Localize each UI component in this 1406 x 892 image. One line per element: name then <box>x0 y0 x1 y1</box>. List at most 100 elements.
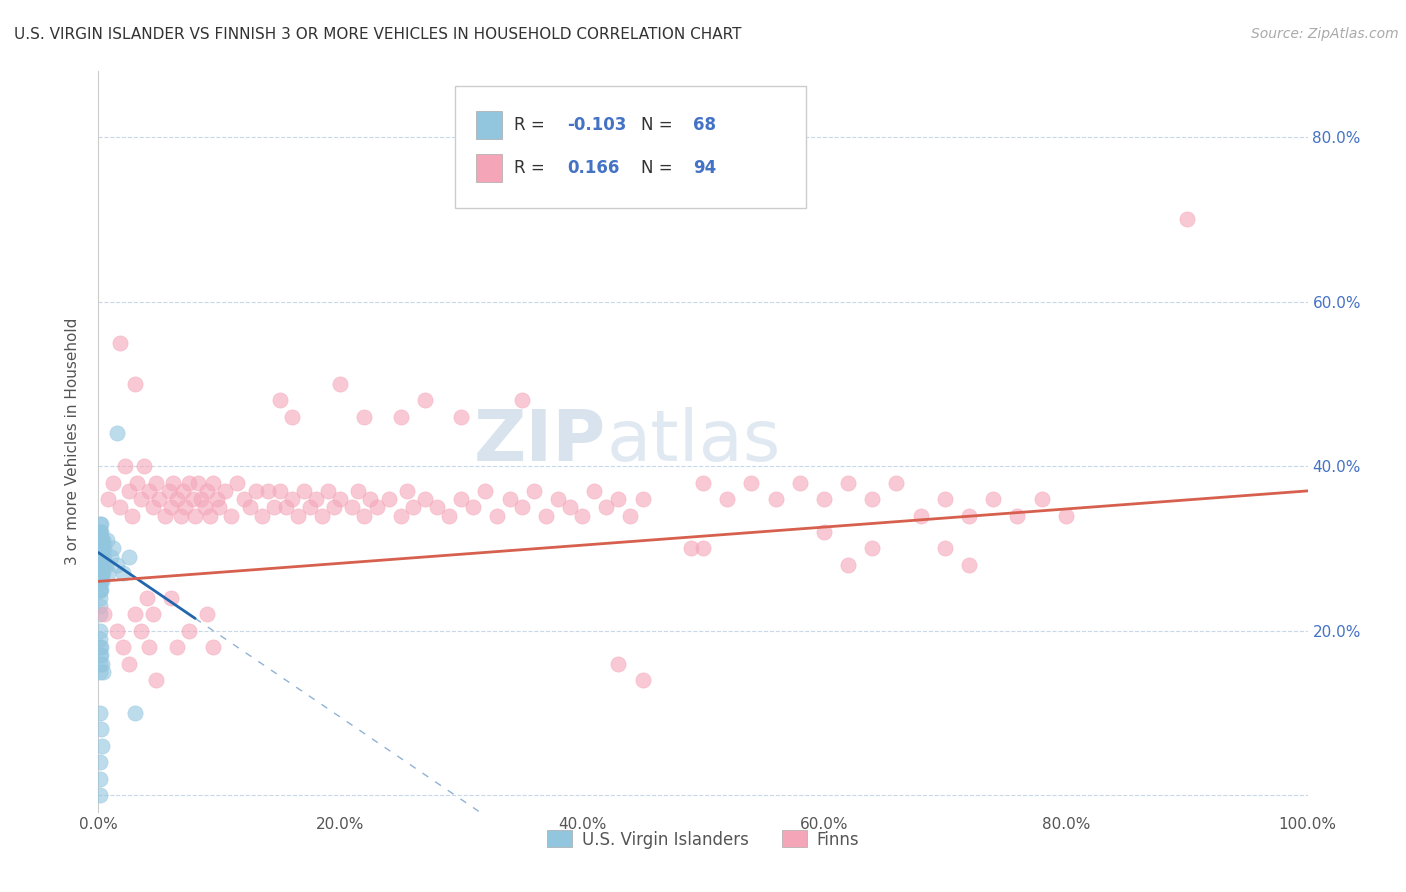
Point <box>91 566 114 581</box>
Point <box>860 541 883 556</box>
Point <box>256 483 278 498</box>
Point <box>111 566 134 581</box>
Point <box>124 607 146 622</box>
Point <box>395 483 418 498</box>
Point <box>89 624 111 638</box>
Point <box>190 492 212 507</box>
Point <box>118 657 141 671</box>
Point <box>957 508 980 523</box>
Point <box>208 500 231 515</box>
Point <box>105 624 128 638</box>
Point <box>305 492 328 507</box>
Point <box>89 632 111 646</box>
Point <box>89 640 111 655</box>
Point <box>184 508 207 523</box>
Point <box>166 640 188 655</box>
Point <box>486 508 509 523</box>
Point <box>366 500 388 515</box>
Point <box>90 574 112 589</box>
Point <box>571 508 593 523</box>
Point <box>89 558 111 572</box>
Point <box>239 500 262 515</box>
Point <box>90 648 112 663</box>
Point <box>311 508 333 523</box>
Point <box>287 508 309 523</box>
Point <box>166 492 188 507</box>
Point <box>90 524 112 539</box>
Point <box>934 492 956 507</box>
Point <box>89 582 111 597</box>
Text: N =: N = <box>641 117 678 135</box>
Point <box>426 500 449 515</box>
Point <box>347 483 370 498</box>
Point <box>498 492 520 507</box>
Point <box>91 574 114 589</box>
Point <box>91 558 114 572</box>
Point <box>679 541 702 556</box>
Point <box>89 582 111 597</box>
Point <box>89 789 111 803</box>
Point <box>90 533 112 548</box>
Point <box>692 541 714 556</box>
Point <box>90 558 112 572</box>
Point <box>91 541 114 556</box>
Point <box>353 508 375 523</box>
Point <box>91 566 114 581</box>
Point <box>813 524 835 539</box>
Point <box>263 500 285 515</box>
Point <box>111 640 134 655</box>
Point <box>281 409 304 424</box>
Point <box>89 533 111 548</box>
FancyBboxPatch shape <box>475 153 502 182</box>
Point <box>292 483 315 498</box>
Point <box>187 475 209 490</box>
Text: R =: R = <box>515 159 555 177</box>
Text: 94: 94 <box>693 159 717 177</box>
Point <box>142 500 165 515</box>
Point <box>157 483 180 498</box>
Point <box>837 558 859 572</box>
Point <box>214 483 236 498</box>
Point <box>353 409 375 424</box>
Point <box>1175 212 1198 227</box>
Point <box>89 524 111 539</box>
Point <box>342 500 364 515</box>
Point <box>89 599 111 613</box>
Point <box>692 475 714 490</box>
Point <box>124 706 146 720</box>
Point <box>89 566 111 581</box>
Point <box>90 566 112 581</box>
Point <box>910 508 932 523</box>
Point <box>437 508 460 523</box>
Point <box>269 393 291 408</box>
Text: U.S. VIRGIN ISLANDER VS FINNISH 3 OR MORE VEHICLES IN HOUSEHOLD CORRELATION CHAR: U.S. VIRGIN ISLANDER VS FINNISH 3 OR MOR… <box>14 27 741 42</box>
Point <box>100 549 122 564</box>
Point <box>89 541 111 556</box>
Point <box>172 483 194 498</box>
Point <box>89 574 111 589</box>
Point <box>90 541 112 556</box>
Point <box>281 492 304 507</box>
Point <box>89 756 111 770</box>
Point <box>329 376 352 391</box>
Point <box>607 657 630 671</box>
Text: -0.103: -0.103 <box>568 117 627 135</box>
Point <box>93 607 115 622</box>
Point <box>198 508 221 523</box>
FancyBboxPatch shape <box>475 112 502 139</box>
Point <box>142 607 165 622</box>
Point <box>160 500 183 515</box>
Text: 0.166: 0.166 <box>568 159 620 177</box>
Point <box>118 549 141 564</box>
Point <box>90 582 112 597</box>
Point <box>547 492 569 507</box>
Point <box>90 558 112 572</box>
Text: ZIP: ZIP <box>474 407 606 476</box>
Point <box>250 508 273 523</box>
Point <box>89 665 111 679</box>
Point <box>90 549 112 564</box>
Point <box>377 492 399 507</box>
Point <box>523 483 546 498</box>
Point <box>765 492 787 507</box>
Point <box>194 500 217 515</box>
